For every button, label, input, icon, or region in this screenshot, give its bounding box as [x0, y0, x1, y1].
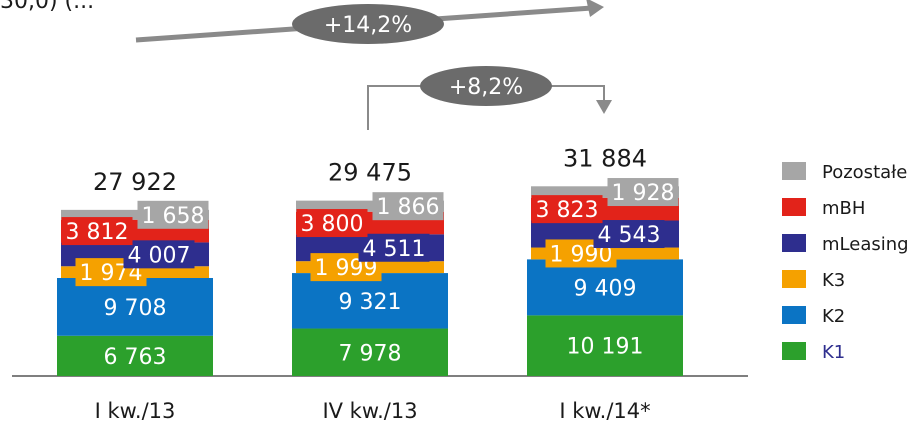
data-label-mbh-0: 3 812 — [66, 220, 129, 245]
data-label-box-mbh-0 — [61, 217, 133, 246]
data-label-mleasing-0: 4 007 — [128, 243, 191, 268]
legend-swatch-k2 — [782, 306, 806, 324]
legend-label-k3: K3 — [822, 270, 845, 291]
bar-total-1: 29 475 — [328, 159, 412, 187]
legend-swatch-mleasing — [782, 234, 806, 252]
growth-badge-2 — [420, 66, 552, 106]
data-label-pozostałe-0: 1 658 — [142, 204, 205, 229]
bar-segment-pozostałe-1 — [296, 200, 444, 212]
bar-segment-k1-2 — [527, 315, 683, 376]
bar-segment-k2-1 — [292, 273, 448, 329]
data-label-box-mbh-2 — [531, 195, 603, 224]
growth-badge-text-2: +8,2% — [449, 75, 523, 100]
legend-swatch-pozostałe — [782, 162, 806, 180]
legend-swatch-k3 — [782, 270, 806, 288]
data-label-k1-2: 10 191 — [567, 335, 644, 360]
data-label-box-mleasing-2 — [593, 220, 665, 249]
data-label-k2-0: 9 708 — [104, 296, 167, 321]
growth-arrow-head-1 — [586, 0, 604, 17]
growth-badge-1 — [292, 4, 444, 44]
bar-total-0: 27 922 — [93, 168, 177, 196]
data-label-mbh-2: 3 823 — [536, 198, 599, 223]
data-label-mleasing-1: 4 511 — [363, 237, 426, 262]
bar-segment-k2-2 — [527, 259, 683, 316]
data-label-k1-0: 6 763 — [104, 345, 167, 370]
bar-segment-k1-1 — [292, 328, 448, 376]
data-label-pozostałe-2: 1 928 — [612, 181, 675, 206]
data-label-box-mleasing-1 — [358, 233, 430, 262]
legend-label-pozostałe: Pozostałe — [822, 162, 907, 183]
data-label-k1-1: 7 978 — [339, 341, 402, 366]
x-tick-label-1: IV kw./13 — [322, 399, 417, 423]
bar-total-2: 31 884 — [563, 144, 647, 172]
data-label-mbh-1: 3 800 — [301, 212, 364, 237]
bar-segment-pozostałe-0 — [61, 209, 209, 220]
data-label-box-mbh-1 — [296, 209, 368, 238]
legend-swatch-k1 — [782, 342, 806, 360]
data-label-mleasing-2: 4 543 — [598, 223, 661, 248]
legend-swatch-mbh — [782, 198, 806, 216]
data-label-box-pozostałe-2 — [607, 178, 679, 207]
data-label-box-mleasing-0 — [123, 240, 195, 269]
legend-label-k1: K1 — [822, 342, 845, 363]
bar-segment-k2-0 — [57, 277, 213, 336]
data-label-box-pozostałe-1 — [372, 192, 444, 221]
growth-badge-text-1: +14,2% — [324, 13, 412, 38]
x-tick-label-0: I kw./13 — [95, 399, 176, 423]
chart-title-truncated: 30,0) (... — [0, 0, 94, 14]
data-label-box-pozostałe-0 — [137, 200, 209, 229]
legend-label-mbh: mBH — [822, 198, 865, 219]
x-tick-label-2: I kw./14* — [559, 399, 650, 423]
bar-segment-k1-0 — [57, 335, 213, 376]
bar-segment-pozostałe-2 — [531, 186, 679, 198]
growth-arrow-head-2 — [596, 100, 612, 114]
legend-label-mleasing: mLeasing — [822, 234, 909, 255]
data-label-pozostałe-1: 1 866 — [377, 195, 440, 220]
legend-label-k2: K2 — [822, 306, 845, 327]
data-label-k2-1: 9 321 — [339, 290, 402, 315]
data-label-k2-2: 9 409 — [574, 276, 637, 301]
